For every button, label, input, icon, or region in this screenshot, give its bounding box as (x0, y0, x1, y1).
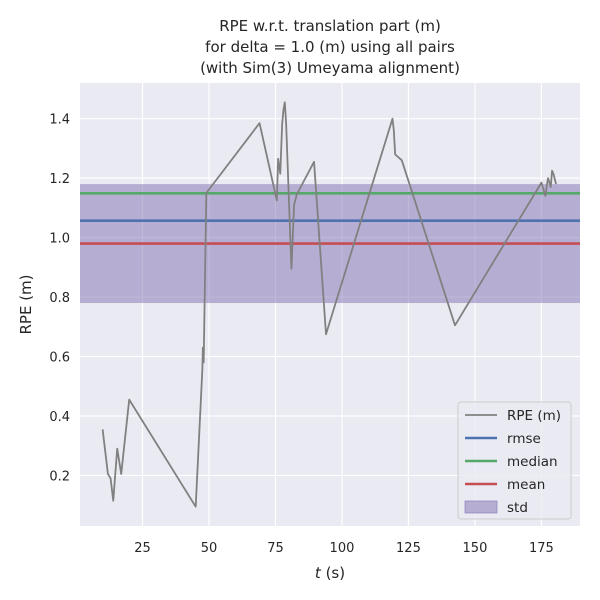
x-tick-label: 175 (529, 541, 554, 556)
x-tick-labels: 25 50 75 100 125 150 175 (134, 541, 554, 556)
x-tick-label: 125 (396, 541, 421, 556)
legend-label-rpe: RPE (m) (507, 408, 561, 424)
y-tick-label: 0.8 (49, 291, 70, 306)
series-layer (101, 101, 557, 508)
legend-box (457, 401, 572, 520)
x-tick-label: 25 (134, 541, 151, 556)
y-tick-label: 1.0 (49, 232, 70, 247)
y-tick-label: 1.2 (49, 172, 70, 187)
y-tick-label: 0.6 (49, 351, 70, 366)
x-tick-label: 150 (463, 541, 488, 556)
chart-title-line-3: (with Sim(3) Umeyama alignment) (200, 59, 460, 77)
x-axis-label-italic: t (315, 564, 322, 582)
x-axis-label: t (s) (315, 564, 345, 582)
legend-label-median: median (507, 454, 558, 470)
legend-label-mean: mean (507, 477, 545, 493)
y-tick-label: 0.2 (49, 469, 70, 484)
y-axis-label: RPE (m) (17, 274, 35, 334)
plot-area (80, 83, 580, 526)
y-tick-label: 1.4 (49, 113, 70, 128)
chart-title-line-1: RPE w.r.t. translation part (m) (219, 17, 441, 35)
x-tick-label: 50 (201, 541, 218, 556)
x-tick-label: 75 (267, 541, 284, 556)
legend-swatch-std (464, 500, 498, 514)
rpe-series-line (101, 101, 557, 508)
y-tick-label: 0.4 (49, 410, 70, 425)
x-tick-label: 100 (330, 541, 355, 556)
x-axis-label-unit: (s) (321, 564, 345, 582)
chart-title-line-2: for delta = 1.0 (m) using all pairs (205, 38, 455, 56)
legend-label-rmse: rmse (507, 431, 541, 447)
y-tick-labels: 0.2 0.4 0.6 0.8 1.0 1.2 1.4 (49, 113, 70, 485)
stat-lines-layer (80, 192, 580, 245)
legend: RPE (m) rmse median mean std (457, 401, 572, 520)
legend-label-std: std (507, 500, 528, 516)
